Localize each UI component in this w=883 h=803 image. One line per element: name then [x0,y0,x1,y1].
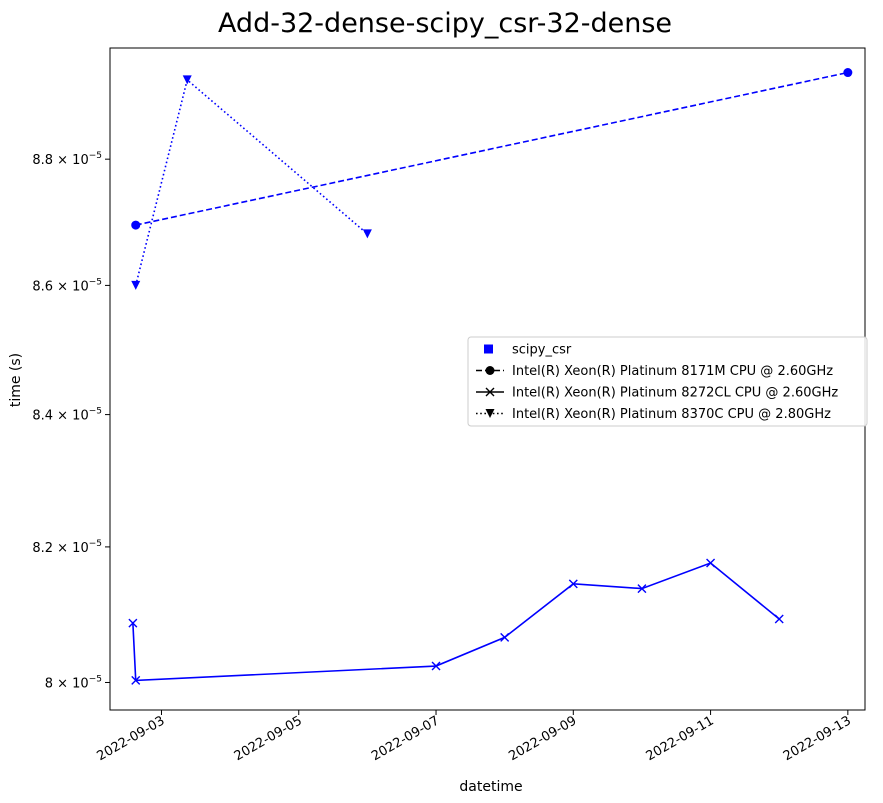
legend-label: Intel(R) Xeon(R) Platinum 8370C CPU @ 2.… [512,407,831,422]
data-point [131,220,141,230]
x-tick-label: 2022-09-03 [95,713,168,764]
x-tick-label: 2022-09-07 [369,713,442,764]
x-tick-label: 2022-09-11 [644,713,717,764]
x-axis: 2022-09-03 2022-09-05 2022-09-07 2022-09-09… [95,710,854,764]
legend-item: Intel(R) Xeon(R) Platinum 8171M CPU @ 2.… [476,364,833,379]
x-tick-label: 2022-09-09 [506,713,579,764]
legend-label: scipy_csr [512,343,572,358]
legend-item: scipy_csr [484,343,572,358]
data-point [182,75,192,85]
series-layer [128,68,853,685]
y-axis: 8 × 10−5 8.2 × 10−5 8.4 × 10−5 8.6 × 10−5 8.… [32,151,110,691]
legend: scipy_csr Intel(R) Xeon(R) Platinum 8171M… [467,336,868,427]
legend-marker [484,344,493,354]
data-point [131,675,141,685]
y-tick-label: 8.4 × 10−5 [32,407,102,424]
series-line [134,78,368,286]
data-point [706,558,716,568]
y-tick-label: 8.2 × 10−5 [32,539,102,556]
data-point [431,661,441,671]
data-point [131,280,141,290]
legend-item: Intel(R) Xeon(R) Platinum 8370C CPU @ 2.… [476,407,831,422]
series-line [132,562,780,682]
x-axis-label: datetime [459,779,522,795]
data-point [568,579,578,589]
series-x [128,558,784,685]
data-point [128,618,138,628]
series-line [135,71,849,226]
legend-label: Intel(R) Xeon(R) Platinum 8171M CPU @ 2.… [512,364,833,379]
y-tick-label: 8.8 × 10−5 [32,151,102,168]
legend-item: Intel(R) Xeon(R) Platinum 8272CL CPU @ 2… [476,386,838,401]
data-point [362,229,372,239]
legend-box [467,336,868,427]
y-tick-label: 8 × 10−5 [45,674,102,691]
data-point [843,68,853,78]
series-triangle-down [131,75,372,290]
chart-title: Add-32-dense-scipy_csr-32-dense [218,8,672,39]
data-point [774,614,784,624]
legend-marker [485,366,495,375]
y-tick-label: 8.6 × 10−5 [32,277,102,294]
data-point [637,584,647,594]
data-point [500,632,510,642]
x-tick-label: 2022-09-13 [781,713,854,764]
y-axis-label: time (s) [8,353,24,407]
legend-marker [485,409,495,418]
x-tick-label: 2022-09-05 [232,713,305,764]
series-circle [131,68,853,230]
legend-marker [485,387,495,397]
legend-label: Intel(R) Xeon(R) Platinum 8272CL CPU @ 2… [512,386,838,401]
